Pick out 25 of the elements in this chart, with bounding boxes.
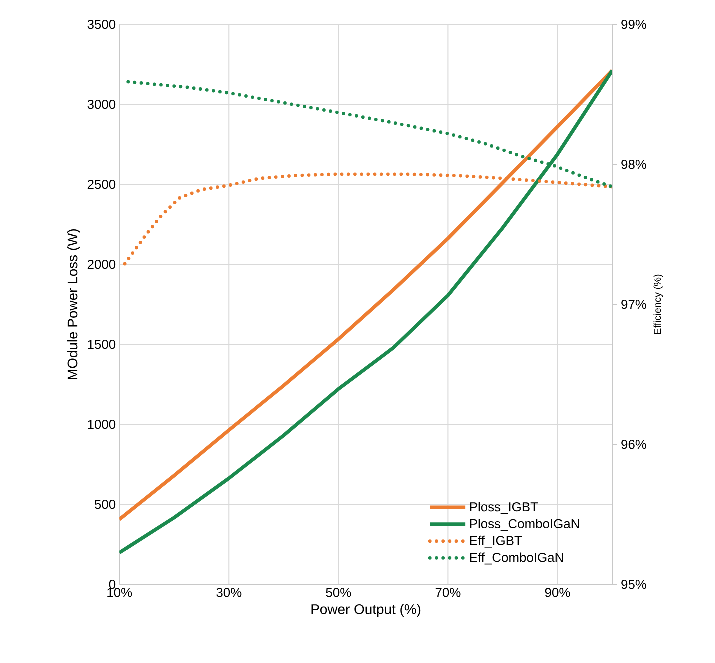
- y2-tick-label: 97%: [622, 300, 646, 310]
- x-axis-title: Power Output (%): [312, 604, 421, 618]
- y-tick-label: 1500: [88, 340, 116, 350]
- y-tick-label: 500: [94, 500, 116, 510]
- legend-label: Eff_IGBT: [470, 536, 522, 548]
- y-tick-label: 3500: [88, 20, 116, 30]
- x-tick-label: 10%: [108, 588, 132, 598]
- y-tick-label: 1000: [88, 420, 116, 430]
- y2-axis-title: Efficiency (%): [654, 274, 664, 334]
- y-tick-label: 3000: [88, 100, 116, 110]
- y2-tick-label: 98%: [622, 160, 646, 170]
- legend-label: Eff_ComboIGaN: [470, 552, 564, 565]
- legend-label: Ploss_IGBT: [470, 502, 538, 514]
- y-tick-label: 2500: [88, 180, 116, 190]
- y-axis-title: MOdule Power Loss (W): [67, 230, 80, 380]
- x-tick-label: 70%: [436, 588, 461, 598]
- y2-tick-label: 96%: [622, 440, 646, 450]
- x-tick-label: 50%: [326, 588, 352, 598]
- x-tick-label: 30%: [216, 588, 242, 598]
- y2-tick-label: 95%: [622, 580, 646, 590]
- y2-tick-label: 99%: [622, 20, 646, 30]
- x-tick-label: 90%: [545, 588, 570, 598]
- y-tick-label: 2000: [88, 260, 116, 270]
- y-tick-label: 0: [109, 580, 116, 590]
- legend-label: Ploss_ComboIGaN: [470, 519, 580, 531]
